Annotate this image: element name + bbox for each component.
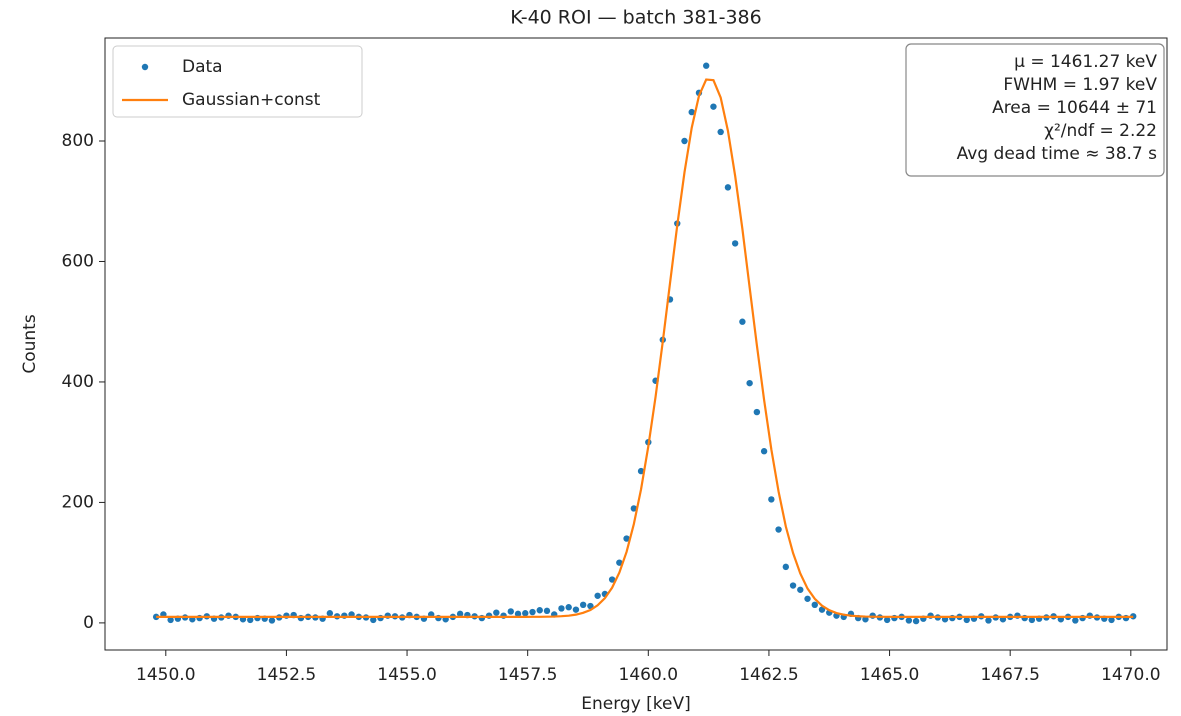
data-point	[572, 606, 580, 613]
data-point	[1072, 617, 1079, 624]
x-tick-label: 1462.5	[739, 665, 798, 685]
data-point	[558, 605, 565, 612]
data-point	[688, 108, 695, 116]
y-tick-label: 400	[62, 372, 94, 392]
data-point	[789, 582, 797, 589]
x-tick-label: 1452.5	[257, 665, 316, 685]
data-point	[804, 595, 811, 602]
data-point	[543, 607, 551, 615]
data-point	[717, 128, 724, 136]
x-tick-label: 1460.0	[619, 665, 678, 685]
data-point	[167, 616, 174, 624]
data-point	[326, 610, 334, 617]
annotation-line: Avg dead time ≈ 38.7 s	[957, 144, 1157, 164]
data-point	[963, 616, 970, 624]
data-point	[565, 604, 572, 611]
data-point	[912, 617, 920, 625]
annotation-line: FWHM = 1.97 keV	[1003, 75, 1157, 95]
data-point	[883, 616, 891, 624]
data-point	[760, 448, 768, 455]
x-tick-label: 1467.5	[980, 665, 1039, 685]
data-point	[739, 318, 746, 325]
data-point	[522, 610, 529, 617]
data-point	[630, 505, 638, 512]
data-point	[797, 586, 804, 593]
data-point	[1108, 616, 1115, 624]
x-tick-label: 1457.5	[498, 665, 557, 685]
data-point	[768, 496, 775, 503]
x-tick-label: 1470.0	[1101, 665, 1160, 685]
data-point	[681, 137, 688, 145]
data-point	[370, 616, 377, 624]
data-point	[637, 467, 645, 475]
data-point	[152, 613, 160, 621]
data-point	[703, 62, 710, 69]
data-point	[529, 608, 536, 616]
data-point	[268, 617, 276, 624]
legend-marker	[141, 63, 149, 71]
data-point	[1028, 616, 1036, 624]
data-point	[536, 607, 543, 614]
data-point	[753, 408, 761, 416]
y-tick-label: 600	[62, 251, 94, 271]
data-point	[623, 535, 630, 542]
data-point	[247, 616, 254, 624]
x-tick-label: 1465.0	[860, 665, 919, 685]
data-point	[811, 601, 818, 609]
data-point	[775, 526, 782, 533]
data-point	[905, 617, 913, 624]
chart-title: K-40 ROI — batch 381-386	[510, 7, 761, 29]
data-point	[818, 606, 826, 613]
legend-label: Gaussian+const	[182, 90, 321, 110]
data-point	[616, 559, 623, 566]
data-point	[782, 563, 790, 571]
data-point	[579, 601, 587, 609]
data-point	[507, 608, 514, 615]
y-axis-label: Counts	[20, 314, 40, 373]
annotation-line: Area = 10644 ± 71	[992, 98, 1157, 118]
data-point	[746, 379, 753, 387]
data-point	[514, 610, 522, 618]
data-point	[493, 609, 500, 616]
plot-frame	[104, 37, 1168, 651]
data-point	[608, 576, 616, 583]
legend-label: Data	[182, 57, 223, 77]
data-point	[985, 617, 992, 624]
y-tick-label: 0	[83, 613, 94, 633]
legend-box	[112, 45, 363, 118]
data-point	[594, 592, 601, 599]
annotation-box	[905, 43, 1165, 177]
data-point	[710, 103, 717, 110]
annotation-line: μ = 1461.27 keV	[1014, 52, 1157, 72]
x-tick-label: 1450.0	[136, 665, 195, 685]
data-point	[724, 184, 732, 191]
x-axis-label: Energy [keV]	[581, 694, 691, 714]
data-point	[731, 240, 739, 247]
x-tick-label: 1455.0	[377, 665, 436, 685]
fit-line	[156, 78, 1134, 618]
data-point	[587, 602, 594, 610]
annotation-line: χ²/ndf = 2.22	[1044, 121, 1157, 141]
y-tick-label: 200	[62, 492, 94, 512]
y-tick-label: 800	[62, 131, 94, 151]
data-point	[456, 610, 464, 618]
